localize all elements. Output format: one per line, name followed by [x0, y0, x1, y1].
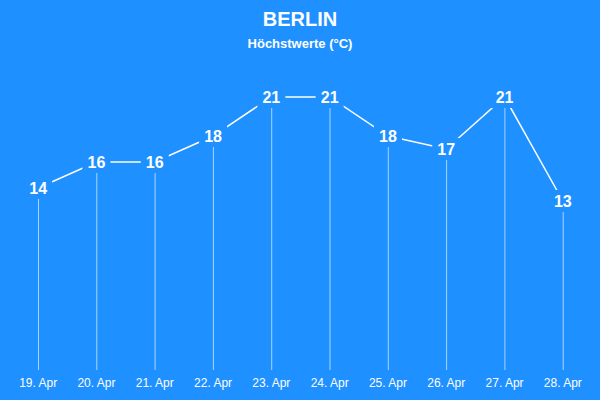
svg-text:18: 18	[204, 128, 222, 145]
svg-text:20. Apr: 20. Apr	[77, 376, 115, 390]
svg-text:22. Apr: 22. Apr	[194, 376, 232, 390]
svg-text:13: 13	[554, 193, 572, 210]
svg-text:24. Apr: 24. Apr	[311, 376, 349, 390]
svg-text:19. Apr: 19. Apr	[19, 376, 57, 390]
svg-text:21: 21	[496, 89, 514, 106]
html-text:Höchstwerte (°C): Höchstwerte (°C)	[247, 36, 353, 51]
svg-text:21: 21	[321, 89, 339, 106]
svg-text:26. Apr: 26. Apr	[427, 376, 465, 390]
svg-text:14: 14	[29, 180, 47, 197]
svg-text:21. Apr: 21. Apr	[136, 376, 174, 390]
svg-text:21: 21	[262, 89, 280, 106]
svg-text:18: 18	[379, 128, 397, 145]
svg-text:28. Apr: 28. Apr	[544, 376, 582, 390]
svg-text:23. Apr: 23. Apr	[252, 376, 290, 390]
svg-text:17: 17	[437, 141, 455, 158]
svg-text:16: 16	[146, 154, 164, 171]
html-text:BERLIN: BERLIN	[262, 8, 338, 30]
svg-text:25. Apr: 25. Apr	[369, 376, 407, 390]
svg-text:16: 16	[88, 154, 106, 171]
svg-text:27. Apr: 27. Apr	[486, 376, 524, 390]
